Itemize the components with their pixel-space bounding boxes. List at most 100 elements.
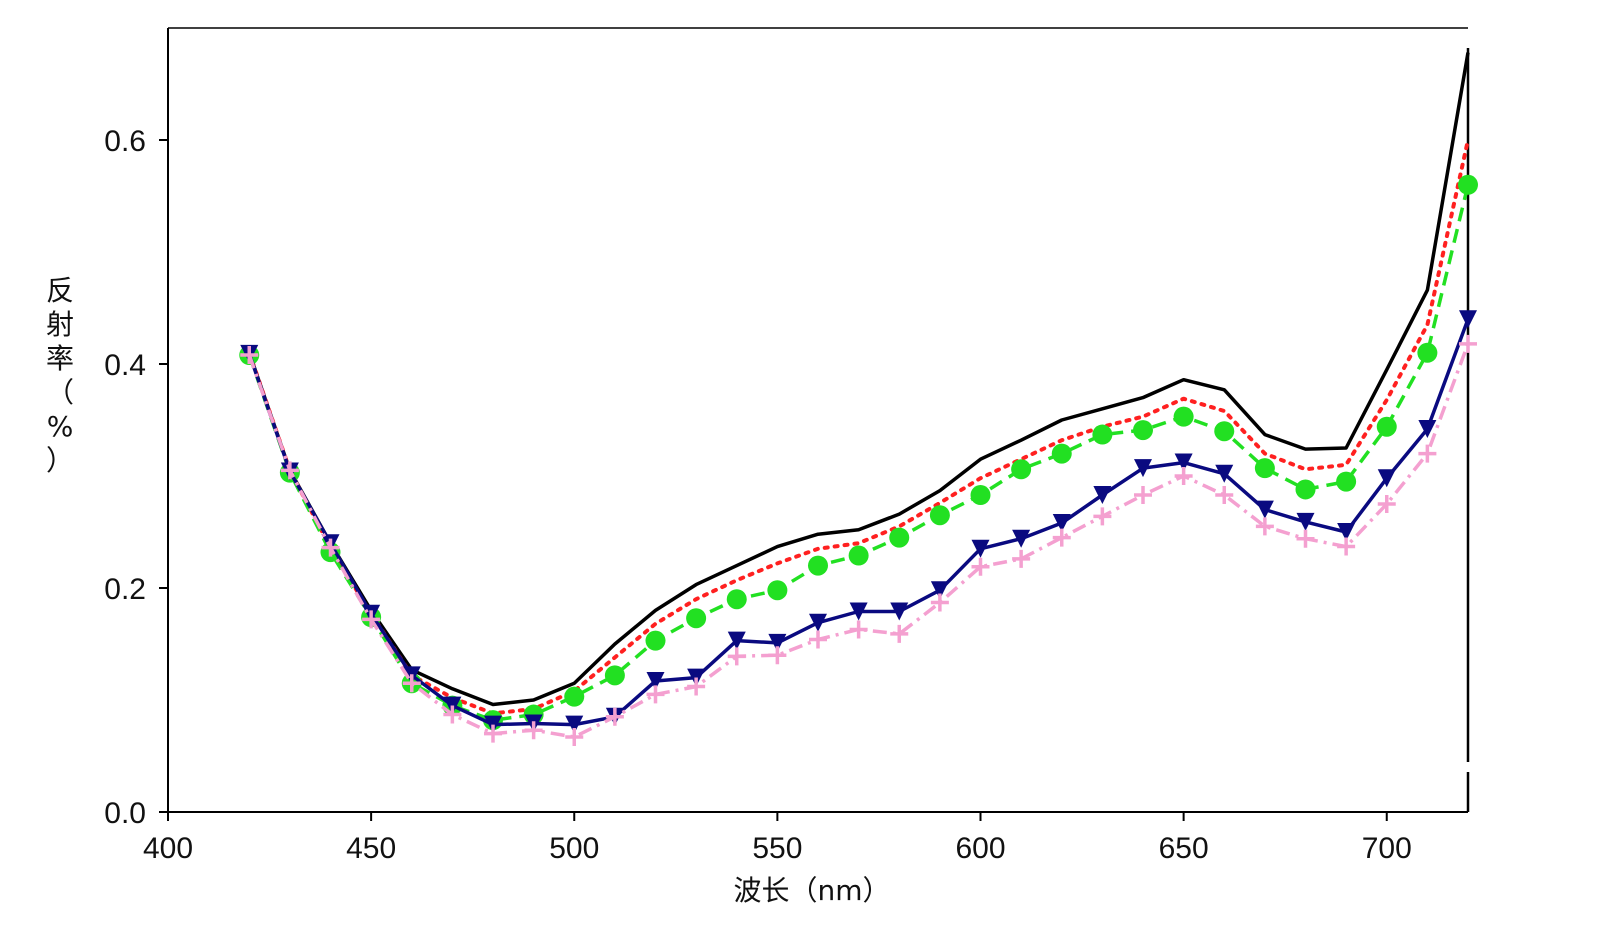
series-4 (240, 334, 1477, 746)
data-point (321, 538, 340, 557)
data-point (768, 633, 787, 652)
x-tick-label: 450 (346, 832, 396, 865)
series-line (247, 318, 1470, 727)
data-point (1214, 421, 1235, 442)
x-axis: 400 450 500 550 600 650 700 (143, 812, 1412, 865)
x-axis-title: 波长（nm） (733, 874, 890, 907)
data-point (1418, 419, 1437, 438)
data-point (808, 555, 828, 576)
data-point (889, 527, 910, 548)
data-point (240, 346, 259, 365)
data-point (727, 631, 746, 650)
data-point (565, 715, 584, 734)
data-point (1337, 523, 1356, 541)
series-2 (239, 174, 1478, 731)
data-point (1215, 464, 1234, 483)
data-point (1377, 469, 1396, 488)
data-point (402, 674, 421, 693)
data-point (1459, 310, 1477, 329)
data-point (443, 705, 462, 724)
y-tick-label: 0.4 (104, 349, 146, 382)
data-point (1052, 514, 1071, 533)
data-point (1376, 416, 1397, 437)
data-point (1173, 406, 1194, 427)
data-point (1255, 500, 1274, 519)
x-tick-label: 500 (549, 832, 599, 865)
data-point (1418, 444, 1437, 463)
data-point (848, 545, 869, 566)
data-point (849, 602, 868, 621)
data-point (1459, 334, 1477, 353)
data-point (1012, 549, 1031, 568)
series-0 (247, 52, 1470, 707)
data-point (1093, 507, 1112, 526)
y-tick-label: 0.0 (104, 797, 146, 830)
data-point (970, 485, 991, 506)
data-point (687, 677, 706, 696)
data-point (1254, 458, 1275, 479)
data-point (1458, 174, 1478, 195)
data-point (1011, 459, 1032, 480)
data-point (1051, 443, 1072, 464)
data-point (930, 593, 949, 612)
data-point (809, 613, 827, 632)
data-point (1255, 517, 1274, 536)
data-point (1174, 467, 1193, 485)
data-point (1134, 486, 1152, 505)
data-point (1377, 495, 1396, 513)
y-axis-title-char: ） (46, 444, 74, 477)
data-point (890, 624, 909, 643)
data-point (524, 721, 543, 740)
data-point (768, 646, 787, 665)
data-point (1296, 529, 1315, 548)
series-3 (240, 310, 1477, 734)
data-point (604, 665, 625, 686)
data-point (280, 461, 299, 480)
data-point (1174, 453, 1193, 472)
data-point (1337, 537, 1356, 556)
data-point (971, 557, 990, 576)
data-point (1052, 528, 1071, 547)
plot-frame (167, 27, 1470, 813)
y-tick-label: 0.6 (104, 125, 146, 158)
data-point (1093, 486, 1112, 505)
series-line (247, 52, 1470, 707)
series-group (239, 52, 1478, 746)
x-tick-label: 550 (752, 832, 802, 865)
data-point (1012, 529, 1031, 548)
data-point (1133, 420, 1153, 441)
data-point (767, 580, 788, 601)
data-point (849, 620, 868, 639)
x-tick-label: 700 (1362, 832, 1412, 865)
x-tick-label: 650 (1159, 832, 1209, 865)
data-point (1134, 459, 1152, 478)
data-point (929, 505, 950, 526)
data-point (1296, 512, 1315, 531)
data-point (1417, 342, 1438, 363)
data-point (890, 602, 909, 621)
y-axis-title-char: 率 (46, 342, 74, 375)
x-tick-label: 600 (955, 832, 1005, 865)
y-axis-title: 反射率（%） (46, 274, 74, 477)
y-axis-title-char: （ (46, 376, 74, 409)
data-point (971, 539, 990, 558)
data-point (727, 647, 746, 666)
y-axis-title-char: % (47, 410, 74, 443)
y-axis: 0.0 0.2 0.4 0.6 (104, 125, 168, 830)
y-tick-label: 0.2 (104, 573, 146, 606)
data-point (930, 581, 949, 600)
data-point (646, 685, 665, 704)
data-point (1092, 424, 1113, 445)
y-axis-title-char: 反 (46, 274, 74, 307)
y-axis-title-char: 射 (46, 308, 74, 341)
data-point (564, 686, 585, 707)
data-point (1336, 471, 1357, 492)
data-point (645, 630, 666, 651)
data-point (605, 707, 624, 726)
data-point (1295, 479, 1316, 500)
data-point (809, 630, 827, 649)
data-point (646, 671, 665, 690)
x-tick-label: 400 (143, 832, 193, 865)
data-point (565, 727, 584, 746)
